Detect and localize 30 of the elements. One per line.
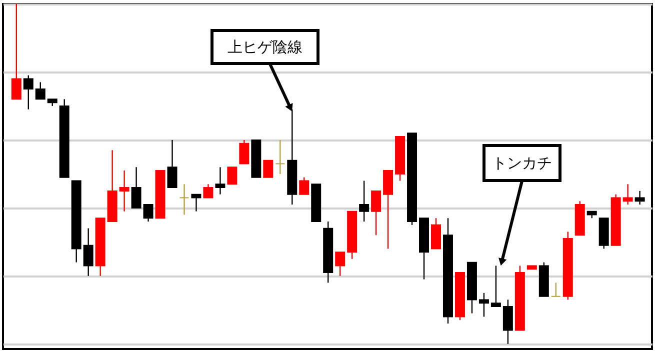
candlestick xyxy=(359,180,370,222)
candlestick xyxy=(203,184,214,198)
candlestick xyxy=(23,74,34,110)
candlestick xyxy=(550,282,561,297)
candlestick xyxy=(11,3,22,100)
candlestick xyxy=(227,166,238,185)
candlestick xyxy=(131,166,142,209)
candlestick xyxy=(167,139,178,188)
annotation: 上ヒゲ陰線 xyxy=(228,38,302,56)
candlestick xyxy=(143,204,154,222)
candlestick xyxy=(622,184,633,206)
candlestick xyxy=(299,176,310,195)
candlestick xyxy=(275,139,286,175)
candlestick xyxy=(35,82,46,100)
candlestick xyxy=(490,265,501,308)
candlestick xyxy=(634,190,645,206)
candlestick xyxy=(478,292,489,318)
candlestick xyxy=(335,252,346,277)
candlestick xyxy=(239,139,250,164)
candlestick xyxy=(502,299,513,344)
candlestick xyxy=(263,160,274,178)
candlestick xyxy=(215,166,226,195)
candlestick xyxy=(119,170,130,212)
candlestick xyxy=(431,218,441,250)
candlestick xyxy=(371,190,382,236)
candlestick xyxy=(179,184,190,216)
candlestick xyxy=(191,194,202,212)
annotation: トンカチ xyxy=(492,154,552,172)
candlestick xyxy=(83,228,94,277)
candlestick xyxy=(383,170,394,250)
